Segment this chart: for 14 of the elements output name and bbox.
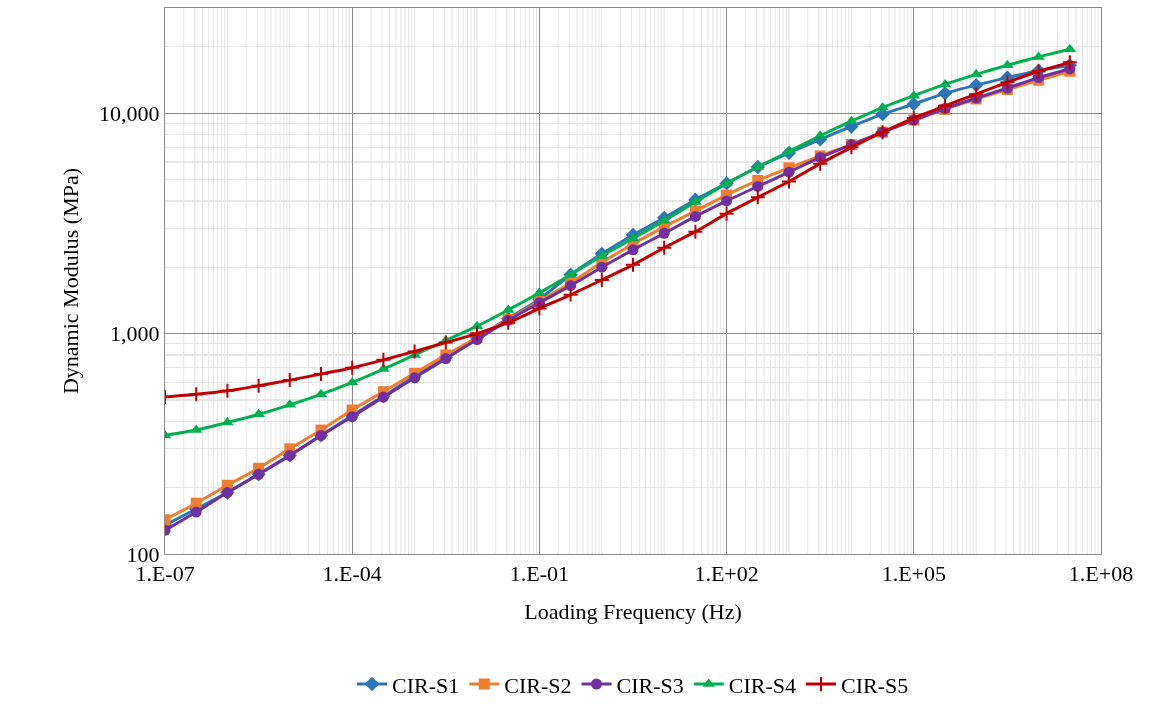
legend-label: CIR-S5	[841, 672, 909, 698]
x-tick-label: 1.E-04	[322, 561, 382, 587]
x-tick-label: 1.E+02	[694, 561, 759, 587]
legend-label: CIR-S2	[504, 672, 572, 698]
x-axis-title: Loading Frequency (Hz)	[524, 599, 742, 625]
legend-label: CIR-S4	[728, 672, 796, 698]
x-tick-label: 1.E+08	[1068, 561, 1134, 587]
x-tick-label: 1.E-01	[509, 561, 570, 587]
legend-label: CIR-S3	[616, 672, 684, 698]
legend-label: CIR-S1	[392, 672, 460, 698]
y-axis-title: Dynamic Modulus (MPa)	[57, 167, 83, 395]
x-tick-label: 1.E+05	[881, 561, 946, 587]
y-tick-label: 10,000	[99, 100, 160, 126]
y-tick-label: 1,000	[110, 321, 160, 347]
